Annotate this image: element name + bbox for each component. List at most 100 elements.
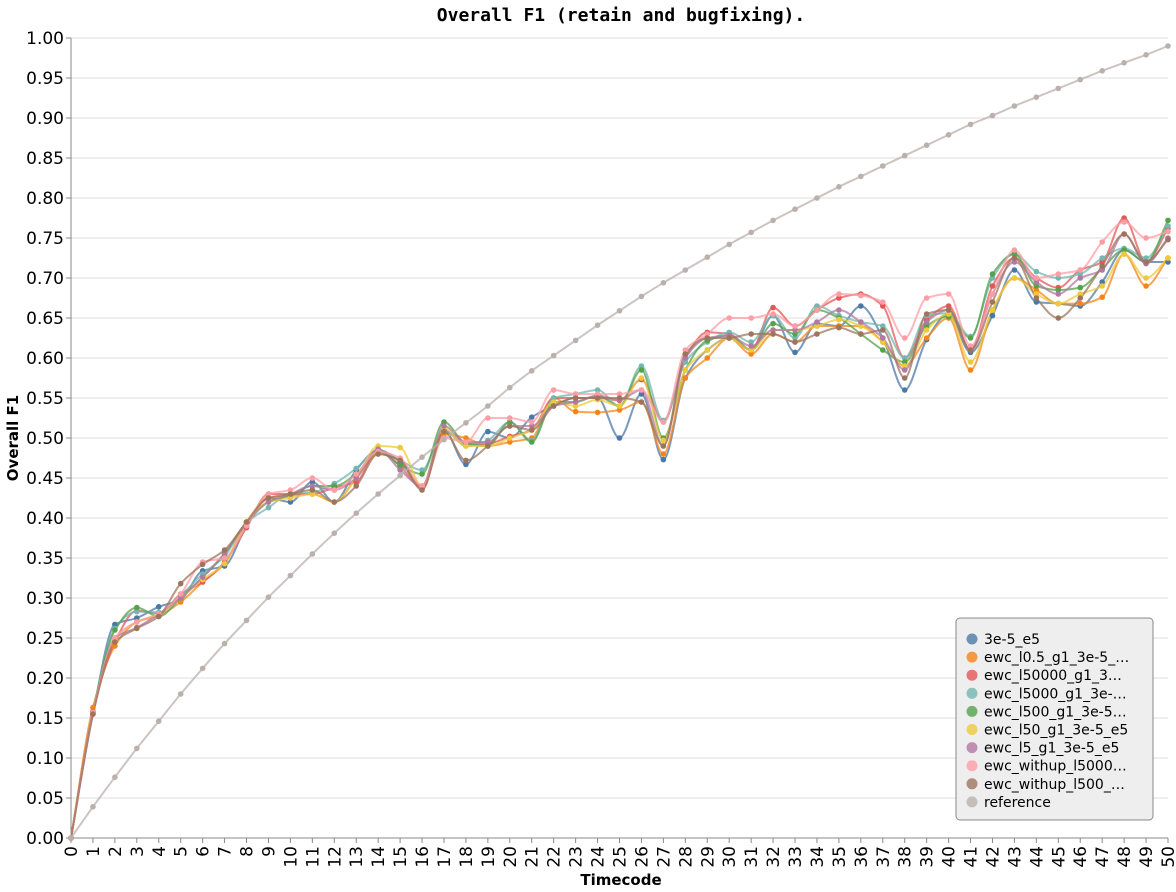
data-point: [441, 436, 447, 443]
data-point: [792, 327, 798, 333]
y-tick-label: 0.65: [26, 309, 64, 329]
y-tick-label: 0.80: [26, 189, 64, 209]
data-point: [265, 495, 272, 501]
data-point: [858, 331, 864, 337]
data-point: [616, 403, 623, 409]
y-tick-label: 0.00: [26, 829, 64, 849]
data-point: [199, 665, 206, 672]
data-point: [507, 415, 513, 421]
data-point: [923, 295, 930, 301]
data-point: [155, 613, 162, 620]
data-point: [485, 403, 491, 409]
x-tick-label: 25: [611, 846, 631, 868]
legend-box: [955, 617, 1154, 821]
legend-swatch: [966, 796, 978, 808]
data-point: [1055, 287, 1062, 293]
data-point: [1165, 259, 1171, 265]
x-tick-label: 13: [347, 846, 367, 868]
data-point: [134, 608, 140, 615]
data-point: [507, 435, 513, 441]
data-point: [397, 467, 403, 473]
data-point: [726, 241, 732, 248]
data-point: [1099, 68, 1105, 74]
y-tick-label: 0.50: [26, 429, 64, 449]
data-point: [419, 483, 425, 489]
data-point: [726, 335, 732, 341]
data-point: [287, 495, 294, 501]
data-point: [528, 368, 535, 374]
data-point: [967, 335, 974, 341]
data-point: [1077, 267, 1084, 273]
x-tick-label: 40: [940, 846, 960, 868]
y-tick-label: 0.45: [26, 469, 64, 489]
data-point: [287, 491, 294, 497]
data-point: [989, 312, 996, 319]
x-tick-label: 5: [172, 846, 192, 857]
data-point: [507, 439, 513, 445]
data-point: [879, 303, 886, 309]
x-tick-label: 19: [479, 846, 499, 868]
data-point: [1011, 103, 1018, 109]
data-point: [265, 491, 272, 497]
data-point: [507, 384, 513, 391]
data-point: [616, 308, 623, 314]
data-point: [1011, 267, 1018, 273]
legend-label: ewc_l0.5_g1_3e-5_…: [984, 650, 1129, 666]
data-point: [770, 331, 776, 337]
data-point: [770, 320, 776, 327]
data-point: [397, 444, 403, 451]
data-point: [1121, 231, 1127, 237]
legend-label: ewc_l500_g1_3e-5…: [984, 704, 1127, 720]
data-point: [923, 323, 930, 329]
data-point: [1143, 52, 1149, 58]
data-point: [682, 359, 689, 365]
data-point: [1099, 263, 1105, 269]
data-point: [1077, 271, 1084, 277]
data-point: [616, 395, 623, 401]
data-point: [1033, 94, 1040, 100]
data-point: [792, 206, 798, 212]
data-point: [1055, 85, 1062, 92]
x-tick-label: 48: [1115, 846, 1135, 868]
y-tick-label: 1.00: [26, 29, 64, 49]
x-tick-label: 28: [676, 846, 696, 868]
data-point: [112, 639, 118, 645]
data-point: [90, 711, 96, 717]
x-tick-label: 22: [545, 846, 565, 868]
data-point: [353, 510, 360, 516]
data-point: [1165, 43, 1171, 49]
data-point: [901, 359, 908, 365]
data-point: [792, 335, 798, 341]
x-axis-title: Timecode: [580, 871, 661, 889]
y-tick-label: 0.10: [26, 749, 64, 769]
data-point: [1033, 299, 1040, 305]
x-tick-label: 15: [391, 846, 411, 868]
data-point: [594, 409, 601, 416]
data-point: [879, 323, 886, 329]
data-point: [331, 487, 338, 493]
data-point: [112, 635, 118, 641]
data-point: [375, 451, 381, 457]
data-point: [770, 217, 776, 224]
x-tick-label: 6: [194, 846, 214, 857]
data-point: [112, 643, 118, 649]
data-point: [704, 335, 711, 341]
data-point: [879, 347, 886, 353]
data-point: [1099, 294, 1105, 301]
data-point: [309, 483, 316, 489]
data-point: [945, 307, 952, 313]
data-point: [770, 304, 776, 311]
y-tick-label: 0.15: [26, 709, 64, 729]
data-point: [463, 443, 469, 449]
data-point: [923, 311, 930, 317]
data-point: [1121, 247, 1127, 253]
data-point: [353, 479, 360, 485]
x-tick-label: 20: [501, 846, 521, 868]
legend-swatch: [966, 633, 978, 645]
data-point: [134, 619, 140, 625]
legend-label: 3e-5_e5: [984, 632, 1040, 648]
data-point: [397, 472, 403, 479]
data-point: [989, 112, 996, 119]
data-point: [309, 491, 316, 497]
data-point: [353, 465, 360, 472]
